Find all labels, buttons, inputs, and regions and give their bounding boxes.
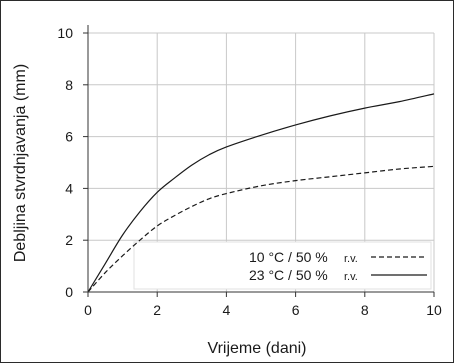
y-tick-label: 8 [65,77,73,93]
x-tick-label: 10 [426,302,442,318]
axes [83,25,435,297]
legend-box [133,241,432,290]
legend-unit: r.v. [344,253,358,265]
x-tick-label: 6 [292,302,300,318]
y-tick-label: 10 [57,25,73,41]
grid [88,32,435,292]
series-line-1 [87,93,435,293]
y-tick-label: 6 [65,129,73,145]
series-lines [87,93,435,293]
legend-label: 23 °C / 50 % [249,267,328,283]
x-tick-label: 0 [84,302,92,318]
legend: 10 °C / 50 % r.v. 23 °C / 50 % r.v. [133,241,432,290]
x-tick-label: 2 [153,302,161,318]
legend-unit: r.v. [344,271,358,283]
legend-label: 10 °C / 50 % [249,249,328,265]
y-tick-label: 0 [65,284,73,300]
tick-labels: 0 2 4 6 8 10 0 2 4 6 8 10 [57,25,442,318]
y-tick-label: 4 [65,180,73,196]
y-tick-label: 2 [65,232,73,248]
series-line-0 [87,165,435,293]
x-tick-label: 4 [223,302,231,318]
x-tick-label: 8 [361,302,369,318]
x-axis-label: Vrijeme (dani) [208,340,307,357]
y-axis-label: Debljina stvrdnjavanja (mm) [12,64,29,262]
